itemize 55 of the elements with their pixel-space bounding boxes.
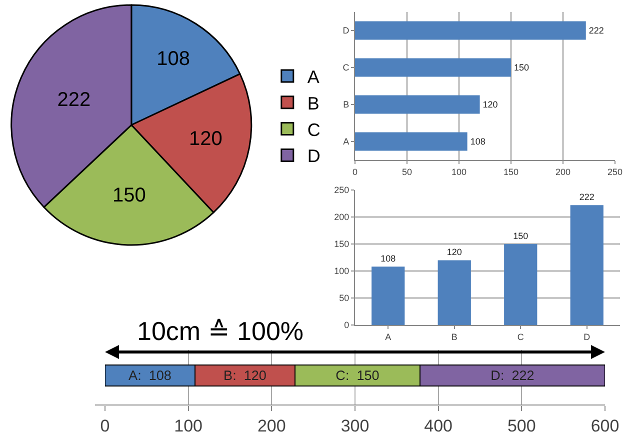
bar: [355, 21, 586, 40]
x-tick-label: C: [517, 332, 524, 342]
data-label: B: 120: [224, 368, 266, 383]
data-label: 108: [470, 136, 486, 146]
x-tick-label: 200: [257, 416, 286, 434]
y-tick-label: C: [342, 62, 350, 73]
x-tick-label: 500: [507, 416, 536, 434]
data-label: 108: [156, 48, 190, 70]
y-tick-label: D: [342, 26, 350, 36]
bar: [438, 260, 471, 325]
bar: [504, 244, 538, 325]
y-tick-label: A: [343, 136, 350, 147]
x-tick-label: 0: [100, 416, 110, 434]
x-tick-label: D: [584, 332, 591, 342]
y-tick-label: 0: [344, 320, 350, 330]
x-tick-label: 100: [451, 166, 467, 177]
data-label: C: 150: [336, 368, 380, 383]
data-label: 150: [112, 184, 146, 206]
y-tick-label: B: [343, 100, 350, 110]
x-tick-label: 100: [174, 416, 203, 434]
bar: [355, 58, 511, 77]
legend-label: A: [307, 67, 320, 88]
legend-label: B: [307, 93, 320, 114]
x-tick-label: 200: [555, 166, 571, 177]
x-tick-label: 600: [590, 416, 620, 434]
y-tick-label: 250: [334, 185, 350, 196]
x-tick-label: 0: [352, 166, 358, 177]
data-label: 120: [482, 100, 498, 110]
bar: [372, 266, 405, 325]
data-label: 222: [588, 26, 604, 36]
bar: [570, 205, 604, 325]
legend-label: C: [307, 120, 320, 140]
data-label: 222: [57, 89, 91, 112]
data-label: 120: [188, 128, 222, 150]
y-tick-label: 200: [334, 212, 350, 222]
bar: [355, 95, 480, 114]
y-tick-label: 50: [339, 293, 350, 304]
x-tick-label: 300: [340, 416, 370, 434]
data-label: 108: [380, 254, 396, 264]
y-tick-label: 150: [334, 239, 350, 250]
data-label: 222: [579, 192, 594, 202]
y-tick-label: 100: [334, 266, 350, 276]
data-label: 120: [446, 247, 462, 258]
x-tick-label: A: [385, 332, 392, 342]
x-tick-label: 250: [607, 166, 623, 177]
bar: [355, 132, 468, 151]
x-tick-label: 150: [503, 166, 519, 177]
x-tick-label: 400: [424, 416, 453, 434]
data-label: D: 222: [490, 368, 534, 383]
data-label: A: 108: [128, 368, 172, 383]
x-tick-label: B: [451, 332, 458, 342]
x-tick-label: 50: [402, 166, 412, 177]
data-label: 150: [513, 231, 528, 241]
data-label: 150: [514, 62, 530, 72]
text: 10cm ≙ 100%: [137, 316, 304, 346]
